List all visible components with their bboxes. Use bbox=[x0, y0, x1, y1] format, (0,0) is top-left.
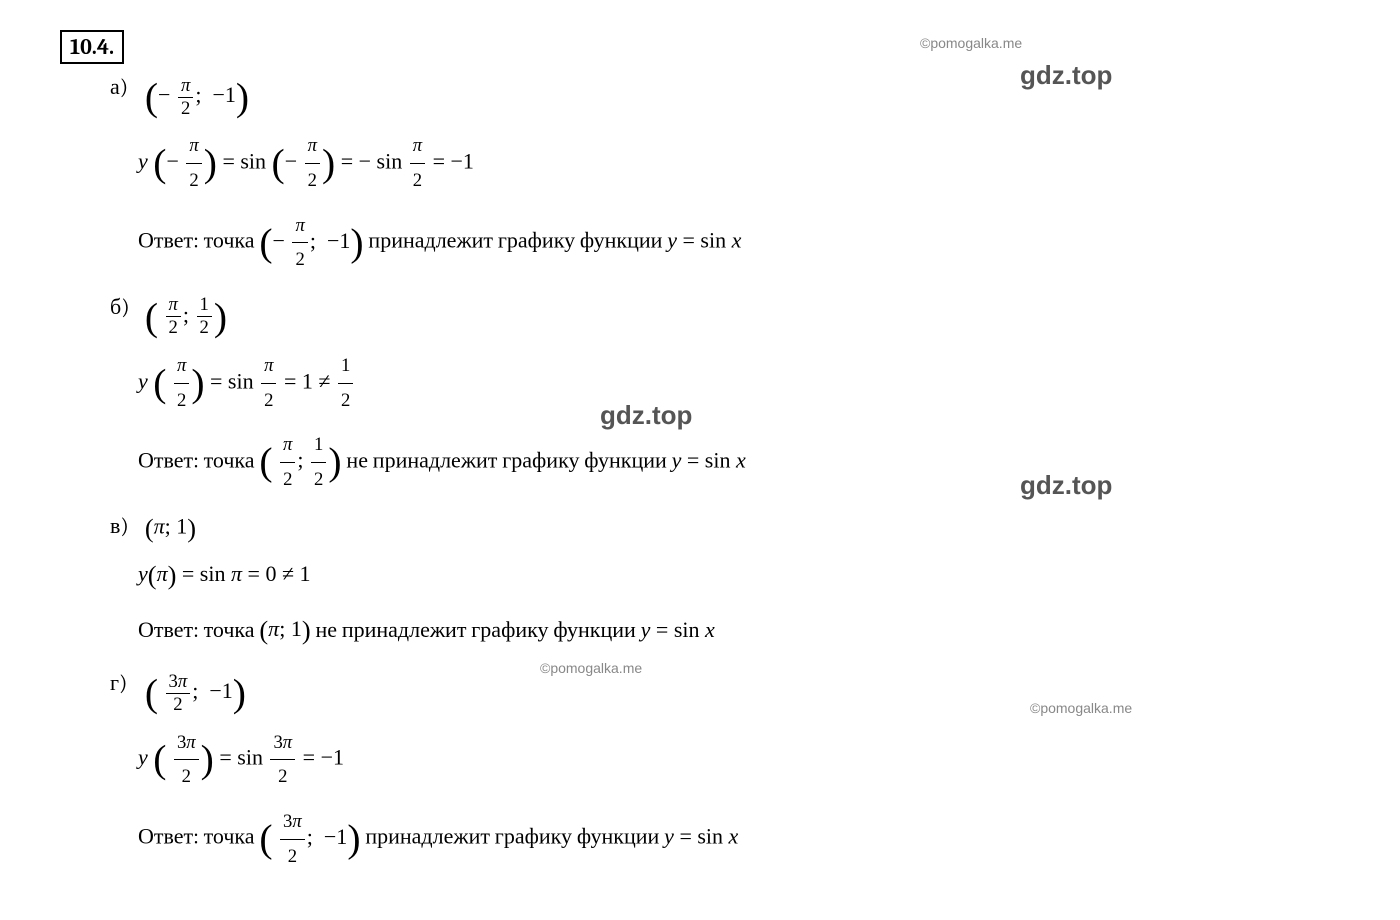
subproblem-v: в) (π; 1) y(π) = sin π = 0 ≠ 1 Ответ: то… bbox=[110, 513, 1340, 655]
watermark-pomogalka-2: ©pomogalka.me bbox=[540, 660, 642, 676]
subproblem-g: г) ( 3π2; −1) y ( 3π2) = sin 3π2 = −1 От… bbox=[110, 670, 1340, 875]
watermark-gdz-3: gdz.top bbox=[1020, 470, 1112, 501]
sub-label-v: в) bbox=[110, 513, 140, 539]
calc-v: y(π) = sin π = 0 ≠ 1 bbox=[138, 552, 1340, 600]
subproblem-b: б) ( π2; 12) y ( π2) = sin π2 = 1 ≠ 12 О… bbox=[110, 294, 1340, 499]
answer-g: Ответ: точка ( 3π2; −1) принадлежит граф… bbox=[138, 803, 1340, 874]
watermark-gdz-2: gdz.top bbox=[600, 400, 692, 431]
calc-b: y ( π2) = sin π2 = 1 ≠ 12 bbox=[138, 348, 1340, 419]
answer-b: Ответ: точка ( π2; 12) не принадлежит гр… bbox=[138, 427, 1340, 498]
watermark-pomogalka-1: ©pomogalka.me bbox=[920, 35, 1022, 51]
calc-a: y (− π2) = sin (− π2) = − sin π2 = −1 bbox=[138, 128, 1340, 199]
point-a: (− π2; −1) bbox=[145, 74, 249, 120]
sub-label-b: б) bbox=[110, 294, 140, 320]
point-b: ( π2; 12) bbox=[145, 294, 227, 340]
sub-label-a: а) bbox=[110, 74, 140, 100]
answer-a: Ответ: точка (− π2; −1) принадлежит граф… bbox=[138, 207, 1340, 278]
calc-g: y ( 3π2) = sin 3π2 = −1 bbox=[138, 724, 1340, 795]
sub-label-g: г) bbox=[110, 670, 140, 696]
point-v: (π; 1) bbox=[145, 513, 196, 544]
point-g: ( 3π2; −1) bbox=[145, 670, 246, 716]
answer-v: Ответ: точка (π; 1) не принадлежит графи… bbox=[138, 608, 1340, 656]
watermark-gdz-1: gdz.top bbox=[1020, 60, 1112, 91]
problem-number: 10.4. bbox=[60, 30, 124, 64]
watermark-pomogalka-3: ©pomogalka.me bbox=[1030, 700, 1132, 716]
subproblem-a: а) (− π2; −1) y (− π2) = sin (− π2) = − … bbox=[110, 74, 1340, 279]
